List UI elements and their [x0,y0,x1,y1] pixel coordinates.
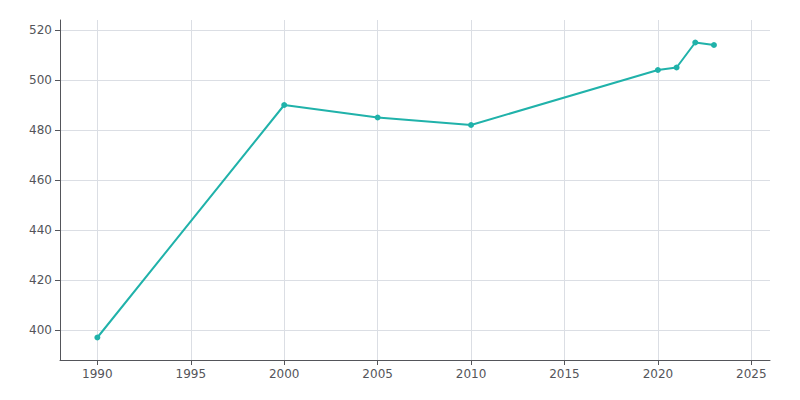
svg-text:2015: 2015 [549,367,580,381]
svg-text:420: 420 [29,273,52,287]
svg-text:500: 500 [29,73,52,87]
svg-text:460: 460 [29,173,52,187]
svg-text:400: 400 [29,323,52,337]
svg-text:1995: 1995 [176,367,207,381]
svg-text:1990: 1990 [82,367,113,381]
svg-text:2025: 2025 [736,367,767,381]
svg-text:520: 520 [29,23,52,37]
svg-text:2000: 2000 [269,367,300,381]
svg-text:440: 440 [29,223,52,237]
svg-text:480: 480 [29,123,52,137]
svg-text:2005: 2005 [362,367,393,381]
svg-text:2020: 2020 [643,367,674,381]
svg-text:2010: 2010 [456,367,487,381]
